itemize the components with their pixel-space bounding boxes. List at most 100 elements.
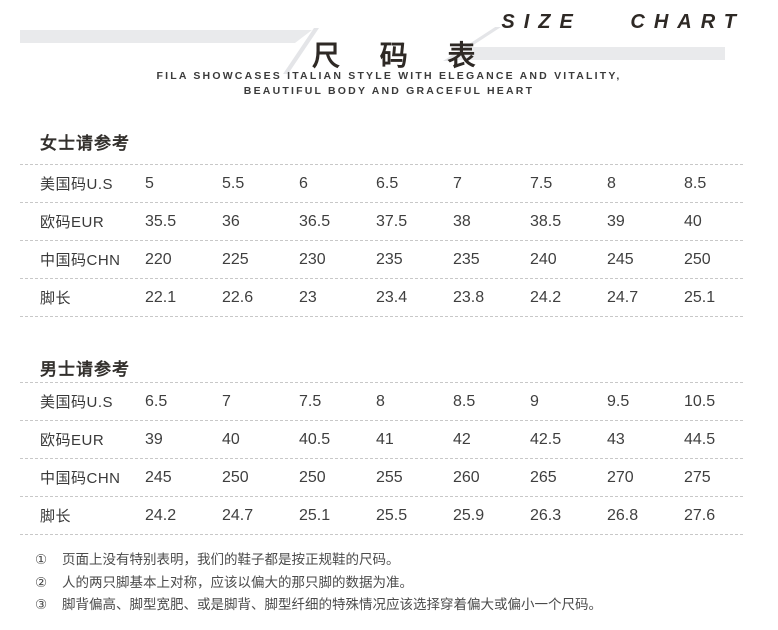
size-value: 5.5: [222, 174, 245, 192]
size-value: 24.2: [530, 288, 562, 306]
size-value: 23: [299, 288, 317, 306]
subtitle-line1: FILA SHOWCASES ITALIAN STYLE WITH ELEGAN…: [156, 70, 622, 82]
table-row: 脚长 22.1 22.6 23 23.4 23.8 24.2 24.7 25.1: [20, 278, 743, 316]
size-value: 8: [607, 174, 616, 192]
size-value: 22.6: [222, 288, 254, 306]
size-value: 24.2: [145, 506, 177, 524]
size-value: 35.5: [145, 212, 177, 230]
decorative-band-right: [448, 47, 725, 60]
size-value: 7.5: [530, 174, 553, 192]
footnote-line: ② 人的两只脚基本上对称，应该以偏大的那只脚的数据为准。: [35, 575, 755, 590]
table-row: 欧码EUR 35.5 36 36.5 37.5 38 38.5 39 40: [20, 202, 743, 240]
size-value: 7: [222, 392, 231, 410]
size-value: 235: [376, 250, 403, 268]
table-row: 中国码CHN 220 225 230 235 235 240 245 250: [20, 240, 743, 278]
women-size-table: 美国码U.S 5 5.5 6 6.5 7 7.5 8 8.5 欧码EUR 35.5 36 36.5 37.…: [20, 164, 743, 317]
size-value: 9: [530, 392, 539, 410]
size-value: 245: [607, 250, 634, 268]
size-value: 37.5: [376, 212, 408, 230]
size-value: 36.5: [299, 212, 331, 230]
size-value: 270: [607, 468, 634, 486]
size-value: 5: [145, 174, 154, 192]
footnote-line: ③ 脚背偏高、脚型宽肥、或是脚背、脚型纤细的特殊情况应该选择穿着偏大或偏小一个尺码…: [35, 597, 755, 612]
row-label: 美国码U.S: [40, 394, 114, 411]
size-value: 41: [376, 430, 394, 448]
size-value: 230: [299, 250, 326, 268]
size-value: 250: [222, 468, 249, 486]
women-section-title: 女士请参考: [40, 134, 130, 153]
row-label: 欧码EUR: [40, 214, 105, 231]
row-label: 脚长: [40, 290, 72, 307]
size-value: 25.1: [684, 288, 716, 306]
size-value: 6.5: [376, 174, 399, 192]
size-value: 255: [376, 468, 403, 486]
footnote-marker: ③: [35, 597, 48, 612]
footnote-marker: ②: [35, 574, 48, 590]
size-value: 265: [530, 468, 557, 486]
size-value: 25.1: [299, 506, 331, 524]
row-label: 中国码CHN: [40, 252, 121, 269]
men-size-table: 美国码U.S 6.5 7 7.5 8 8.5 9 9.5 10.5 欧码EUR 39 40 40.5 41…: [20, 382, 743, 535]
size-value: 220: [145, 250, 172, 268]
size-value: 24.7: [607, 288, 639, 306]
size-value: 42.5: [530, 430, 562, 448]
size-value: 225: [222, 250, 249, 268]
row-label: 脚长: [40, 508, 72, 525]
size-value: 43: [607, 430, 625, 448]
size-value: 250: [684, 250, 711, 268]
table-row: 美国码U.S 5 5.5 6 6.5 7 7.5 8 8.5: [20, 164, 743, 202]
size-value: 8: [376, 392, 385, 410]
page-title-english: SIZE CHART: [501, 11, 745, 33]
table-row: 中国码CHN 245 250 250 255 260 265 270 275: [20, 458, 743, 496]
size-value: 235: [453, 250, 480, 268]
size-value: 240: [530, 250, 557, 268]
size-value: 8.5: [684, 174, 707, 192]
size-value: 26.3: [530, 506, 562, 524]
size-value: 25.9: [453, 506, 485, 524]
table-row: 欧码EUR 39 40 40.5 41 42 42.5 43 44.5: [20, 420, 743, 458]
size-value: 40: [222, 430, 240, 448]
decorative-band-left: [20, 30, 312, 43]
size-value: 6.5: [145, 392, 168, 410]
size-value: 7: [453, 174, 462, 192]
footnote-text: 页面上没有特别表明，我们的鞋子都是按正规鞋的尺码。: [62, 552, 400, 567]
footnote-text: 脚背偏高、脚型宽肥、或是脚背、脚型纤细的特殊情况应该选择穿着偏大或偏小一个尺码。: [62, 597, 602, 612]
subtitle-line2: BEAUTIFUL BODY AND GRACEFUL HEART: [243, 85, 535, 97]
size-value: 39: [607, 212, 625, 230]
footnote-line: ① 页面上没有特别表明，我们的鞋子都是按正规鞋的尺码。: [35, 552, 755, 567]
size-value: 38: [453, 212, 471, 230]
size-value: 26.8: [607, 506, 639, 524]
row-label: 美国码U.S: [40, 176, 114, 193]
table-row: 美国码U.S 6.5 7 7.5 8 8.5 9 9.5 10.5: [20, 382, 743, 420]
size-value: 40.5: [299, 430, 331, 448]
size-value: 7.5: [299, 392, 322, 410]
size-value: 39: [145, 430, 163, 448]
size-value: 27.6: [684, 506, 716, 524]
size-value: 38.5: [530, 212, 562, 230]
size-value: 23.4: [376, 288, 408, 306]
footnote-marker: ①: [35, 552, 48, 567]
size-value: 8.5: [453, 392, 476, 410]
size-value: 6: [299, 174, 308, 192]
row-label: 中国码CHN: [40, 470, 121, 487]
men-section-title: 男士请参考: [40, 360, 130, 379]
size-value: 9.5: [607, 392, 630, 410]
footnote-text: 人的两只脚基本上对称，应该以偏大的那只脚的数据为准。: [62, 574, 413, 590]
size-value: 10.5: [684, 392, 716, 410]
table-row: 脚长 24.2 24.7 25.1 25.5 25.9 26.3 26.8 27.6: [20, 496, 743, 534]
row-label: 欧码EUR: [40, 432, 105, 449]
size-value: 245: [145, 468, 172, 486]
size-value: 22.1: [145, 288, 177, 306]
size-value: 23.8: [453, 288, 485, 306]
size-value: 36: [222, 212, 240, 230]
size-value: 250: [299, 468, 326, 486]
size-value: 42: [453, 430, 471, 448]
page-title-chinese: 尺 码 表: [312, 40, 492, 71]
footnotes: ① 页面上没有特别表明，我们的鞋子都是按正规鞋的尺码。 ② 人的两只脚基本上对称，应该…: [35, 552, 755, 620]
size-value: 40: [684, 212, 702, 230]
size-value: 275: [684, 468, 711, 486]
size-value: 24.7: [222, 506, 254, 524]
size-value: 260: [453, 468, 480, 486]
size-value: 25.5: [376, 506, 408, 524]
